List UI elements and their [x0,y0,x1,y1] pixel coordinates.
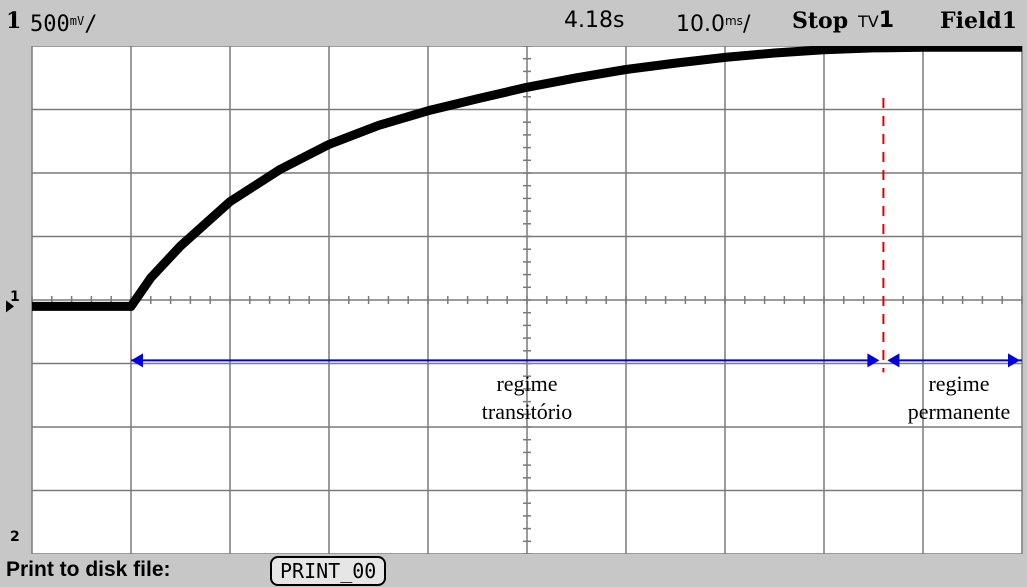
trigger-time: 4.18s [564,8,625,33]
softkey-bar: Print to disk file: PRINT_00 [0,554,1027,587]
arrowhead [867,353,880,368]
print-file-name-field[interactable]: PRINT_00 [270,556,387,586]
transient-label-line1: regime [496,371,557,396]
run-state[interactable]: Stop [792,8,849,34]
steady-label-line2: permanente [908,399,1011,424]
channel-number: 1 [6,8,22,34]
center-axis-ticks [31,45,1023,555]
volts-per-div-value: 500 [30,12,70,37]
volts-per-div-unit: mV [69,14,85,28]
status-bar: 1 500mV/ 4.18s 10.0ms/ Stop TV1 Field1 [0,0,1027,46]
arrowhead [1008,353,1020,368]
print-to-disk-label: Print to disk file: [6,558,171,581]
ground-marker: 1 [10,289,20,305]
waveform-trace [32,42,1022,311]
field-indicator: Field1 [940,8,1018,34]
transient-label-line2: transitório [482,399,572,424]
time-per-div-unit: ms [724,14,743,28]
trigger-mode-label: TV [858,12,879,31]
arrowhead [887,353,900,368]
steady-label-line1: regime [928,371,989,396]
arrowhead [131,353,143,368]
volts-per-div: 500mV/ [30,8,97,38]
region-arrowheads [6,300,1020,368]
trigger-source: 1 [878,8,895,33]
channel1-ground-arrow [6,300,14,313]
time-per-div-value: 10.0 [676,12,725,37]
trigger-mode: TV1 [858,8,894,35]
time-per-div: 10.0ms/ [676,8,750,38]
channel2-marker: 2 [10,529,20,545]
